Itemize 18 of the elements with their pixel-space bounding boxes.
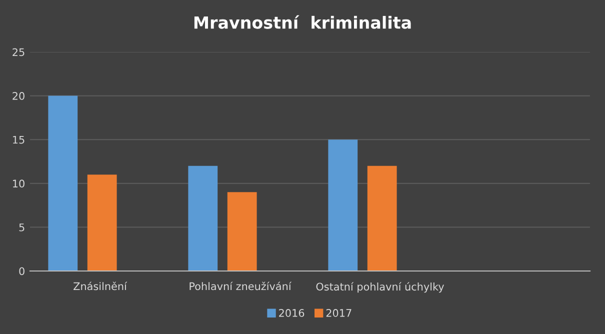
- bar: [328, 140, 358, 271]
- y-tick-label: 20: [12, 92, 24, 100]
- y-tick-label: 10: [13, 180, 24, 188]
- y-tick-label: 15: [13, 136, 24, 144]
- legend-label: 2016: [279, 309, 304, 317]
- bar: [188, 166, 218, 271]
- x-tick-label: Ostatní pohlavní úchylky: [316, 282, 444, 293]
- chart-title: Mravnostní kriminalita: [194, 15, 411, 29]
- x-tick-label: Znásilnění: [74, 282, 128, 290]
- y-tick-label: 25: [12, 48, 24, 56]
- y-tick-label: 5: [19, 224, 24, 232]
- bar: [367, 166, 397, 271]
- y-tick-label: 0: [19, 267, 24, 276]
- legend-label: 2017: [326, 309, 352, 317]
- bar: [87, 174, 117, 271]
- x-tick-label: Pohlavní zneužívání: [190, 282, 292, 290]
- bar: [227, 192, 257, 271]
- bar: [48, 96, 78, 271]
